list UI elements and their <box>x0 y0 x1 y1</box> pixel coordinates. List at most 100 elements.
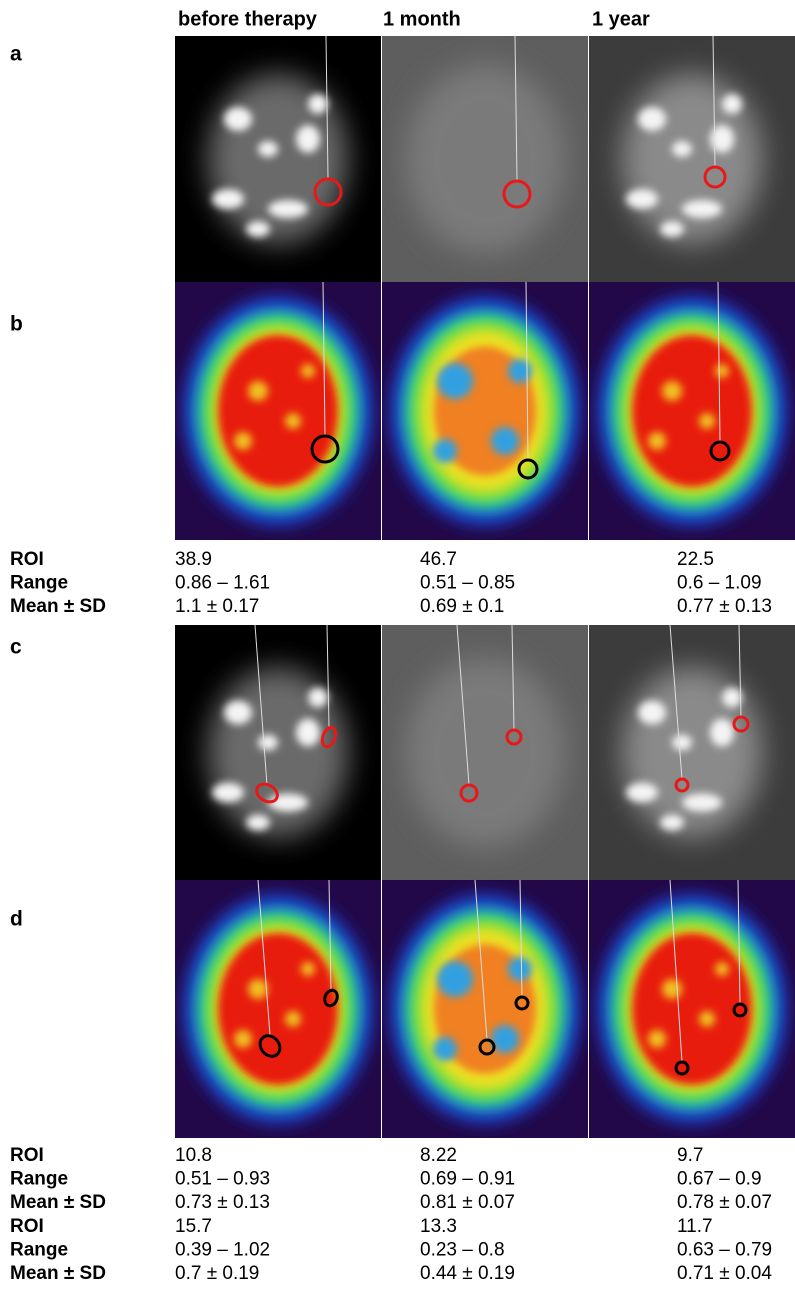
roi-marker <box>514 995 530 1011</box>
needle-line <box>669 880 683 1063</box>
heat-region <box>218 933 338 1085</box>
table-cell: 0.63 – 0.79 <box>677 1239 772 1260</box>
bright-region <box>224 700 252 725</box>
row-label: Mean ± SD <box>10 1263 106 1284</box>
needle-line <box>257 880 271 1036</box>
panel-label: b <box>10 313 23 336</box>
panel-label: d <box>10 908 23 931</box>
needle-line <box>328 880 332 991</box>
roi-marker <box>703 165 727 189</box>
roi-marker <box>517 458 539 480</box>
needle-line <box>325 36 329 180</box>
table-cell: 22.5 <box>677 549 714 570</box>
roi-marker <box>674 777 690 793</box>
heat-region <box>491 1025 519 1053</box>
table-cell: 0.6 – 1.09 <box>677 573 762 594</box>
roi-marker <box>310 434 340 464</box>
bright-region <box>626 782 658 803</box>
table-cell: 11.7 <box>677 1216 713 1237</box>
bright-region <box>212 782 244 803</box>
image-panel <box>382 880 588 1138</box>
column-header: 1 month <box>383 8 461 30</box>
row-label: Range <box>10 573 68 594</box>
bright-region <box>212 189 244 209</box>
heat-region <box>699 413 715 429</box>
table-cell: 0.44 ± 0.19 <box>420 1263 515 1284</box>
bright-region <box>638 107 666 131</box>
tissue <box>208 667 348 838</box>
bright-region <box>660 221 684 237</box>
row-label: Mean ± SD <box>10 1192 106 1213</box>
table-cell: 0.73 ± 0.13 <box>175 1192 270 1213</box>
table-cell: 15.7 <box>175 1216 212 1237</box>
bright-region <box>672 141 692 157</box>
needle-line <box>519 880 523 998</box>
heat-region <box>218 335 338 487</box>
image-panel <box>175 36 381 282</box>
bright-region <box>224 107 252 131</box>
row-label: ROI <box>10 1145 44 1166</box>
image-panel <box>382 625 588 880</box>
table-cell: 46.7 <box>420 549 457 570</box>
roi-marker <box>459 783 479 803</box>
row-label: Range <box>10 1239 68 1260</box>
heat-region <box>632 335 752 487</box>
table-cell: 8.22 <box>420 1145 457 1166</box>
table-cell: 0.51 – 0.93 <box>175 1169 270 1190</box>
heat-region <box>301 962 315 976</box>
image-panel <box>589 625 795 880</box>
table-cell: 0.39 – 1.02 <box>175 1239 270 1260</box>
roi-marker <box>478 1038 496 1056</box>
image-panel <box>589 880 795 1138</box>
heat-region <box>234 1030 252 1048</box>
table-cell: 0.78 ± 0.07 <box>677 1192 772 1213</box>
heat-region <box>491 427 519 455</box>
heat-region <box>508 957 532 981</box>
row-label: Range <box>10 1169 68 1190</box>
image-panel <box>175 282 381 540</box>
bright-region <box>258 141 278 157</box>
roi-marker <box>709 440 731 462</box>
heat-region <box>285 1011 301 1027</box>
needle-line <box>474 880 488 1041</box>
image-panel <box>175 625 381 880</box>
roi-marker <box>320 725 338 749</box>
heat-region <box>301 364 315 378</box>
bright-region <box>710 125 734 153</box>
bright-region <box>682 793 722 812</box>
image-grid <box>175 36 795 1138</box>
needle-line <box>669 625 683 780</box>
roi-marker <box>313 177 343 207</box>
needle-line <box>511 625 515 731</box>
table-cell: 0.51 – 0.85 <box>420 573 515 594</box>
image-panel <box>382 36 588 282</box>
needle-line <box>525 282 529 461</box>
roi-marker <box>674 1060 690 1076</box>
tissue <box>622 667 762 838</box>
bright-region <box>722 94 742 114</box>
heat-region <box>248 381 268 401</box>
roi-marker <box>255 782 279 804</box>
panel-label: a <box>10 43 22 66</box>
tables: ROI 38.9 46.7 22.5 Range 0.86 – 1.61 0.51 – 0.… <box>10 549 772 1284</box>
heat-region <box>285 413 301 429</box>
bright-region <box>246 814 270 831</box>
column-header: before therapy <box>178 8 318 30</box>
table-cell: 1.1 ± 0.17 <box>175 596 259 617</box>
roi-marker <box>505 728 523 746</box>
needle-line <box>717 282 721 443</box>
bright-region <box>638 700 666 725</box>
table-cell: 0.7 ± 0.19 <box>175 1263 259 1284</box>
needle-line <box>514 36 518 182</box>
table-cell: 0.67 – 0.9 <box>677 1169 762 1190</box>
heat-region <box>248 979 268 999</box>
table-cell: 0.69 – 0.91 <box>420 1169 515 1190</box>
table-cell: 0.71 ± 0.04 <box>677 1263 772 1284</box>
heat-region <box>715 364 729 378</box>
needle-line <box>254 625 268 786</box>
row-label: ROI <box>10 549 44 570</box>
heat-region <box>662 381 682 401</box>
bright-region <box>246 221 270 237</box>
heat-region <box>234 432 252 450</box>
